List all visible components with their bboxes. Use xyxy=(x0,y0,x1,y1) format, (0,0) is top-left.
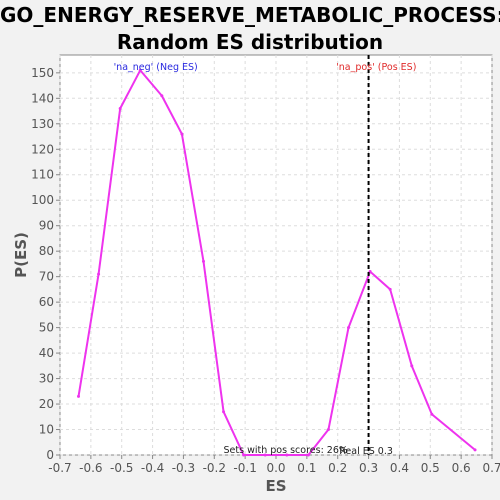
x-tick-label: -0.7 xyxy=(48,461,71,475)
chart-title: GO_ENERGY_RESERVE_METABOLIC_PROCESS: Ran… xyxy=(0,2,500,56)
y-tick-label: 40 xyxy=(39,346,54,360)
y-tick-label: 110 xyxy=(31,168,54,182)
x-tick-label: -0.1 xyxy=(233,461,256,475)
data-point xyxy=(77,394,81,398)
data-point xyxy=(473,448,477,452)
data-point xyxy=(388,287,392,291)
data-point xyxy=(160,94,164,98)
y-tick-label: 140 xyxy=(31,91,54,105)
x-tick-label: 0.1 xyxy=(297,461,316,475)
x-tick-label: -0.4 xyxy=(141,461,164,475)
y-tick-label: 30 xyxy=(39,372,54,386)
data-point xyxy=(242,453,246,457)
x-tick-label: 0.0 xyxy=(266,461,285,475)
data-point xyxy=(306,453,310,457)
neg-es-label: 'na_neg' (Neg ES) xyxy=(114,62,198,73)
y-tick-label: 120 xyxy=(31,142,54,156)
x-tick-label: -0.2 xyxy=(203,461,226,475)
data-point xyxy=(180,132,184,136)
data-point xyxy=(285,453,289,457)
y-tick-label: 80 xyxy=(39,244,54,258)
data-point xyxy=(326,428,330,432)
y-tick-label: 50 xyxy=(39,321,54,335)
pos-es-label: 'na_pos' (Pos ES) xyxy=(336,62,416,73)
real-es-label: Real ES 0.3 xyxy=(339,446,393,457)
data-point xyxy=(201,259,205,263)
x-tick-label: 0.3 xyxy=(359,461,378,475)
data-point xyxy=(97,272,101,276)
y-tick-label: 100 xyxy=(31,193,54,207)
series-layer xyxy=(77,68,477,457)
y-tick-label: 90 xyxy=(39,219,54,233)
data-point xyxy=(222,410,226,414)
x-tick-label: -0.5 xyxy=(110,461,133,475)
annotations: 'na_neg' (Neg ES) 'na_pos' (Pos ES) Sets w… xyxy=(114,55,416,457)
data-point xyxy=(263,453,267,457)
data-point xyxy=(138,68,142,72)
y-tick-label: 10 xyxy=(39,423,54,437)
y-axis-label: P(ES) xyxy=(12,232,30,278)
y-tick-label: 0 xyxy=(46,448,54,462)
x-tick-label: 0.7 xyxy=(482,461,500,475)
x-tick-label: 0.5 xyxy=(421,461,440,475)
pos-scores-label: Sets with pos scores: 26% xyxy=(224,445,348,456)
axes: -0.7 -0.6 -0.5 -0.4 -0.3 -0.2 -0.1 0.0 0.1 0.2 0.3… xyxy=(12,66,500,495)
x-tick-label: 0.6 xyxy=(452,461,471,475)
data-point xyxy=(410,364,414,368)
data-point xyxy=(347,326,351,330)
x-axis-label: ES xyxy=(265,477,286,495)
y-tick-label: 130 xyxy=(31,117,54,131)
chart-title-line-1: GO_ENERGY_RESERVE_METABOLIC_PROCESS: xyxy=(0,3,500,27)
x-tick-label: 0.2 xyxy=(328,461,347,475)
y-tick-label: 20 xyxy=(39,397,54,411)
data-point xyxy=(430,412,434,416)
data-point xyxy=(118,107,122,111)
x-tick-label: 0.4 xyxy=(390,461,409,475)
x-tick-label: -0.3 xyxy=(172,461,195,475)
y-tick-label: 70 xyxy=(39,270,54,284)
chart-title-line-2: Random ES distribution xyxy=(116,30,384,54)
y-tick-label: 150 xyxy=(31,66,54,80)
y-tick-label: 60 xyxy=(39,295,54,309)
x-tick-label: -0.6 xyxy=(79,461,102,475)
